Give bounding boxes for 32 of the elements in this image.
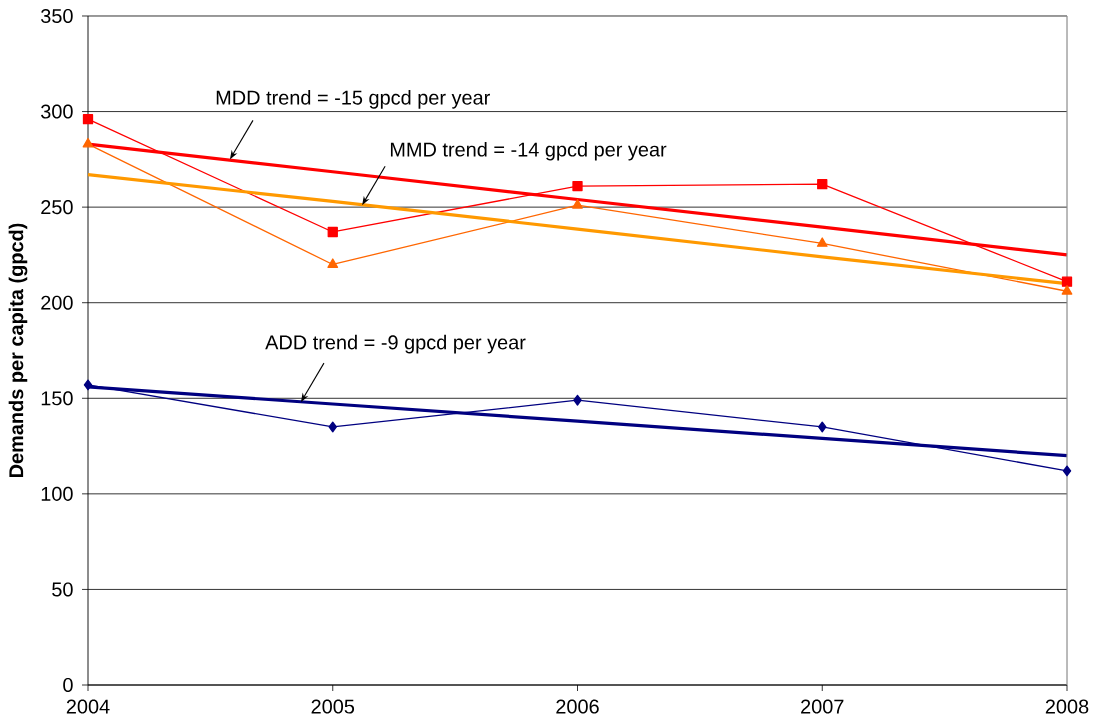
- y-tick-label: 0: [63, 677, 73, 693]
- y-tick-label: 200: [41, 295, 73, 310]
- y-tick-label: 100: [41, 486, 73, 501]
- y-tick-label: 150: [41, 391, 73, 406]
- y-tick-label: 50: [52, 582, 73, 597]
- y-axis-title: Demands per capita (gpcd): [8, 223, 28, 478]
- point: [328, 421, 337, 433]
- x-tick-label: 2007: [801, 699, 844, 714]
- x-tick-label: 2006: [556, 699, 599, 714]
- annotation: MDD trend = -15 gpcd per year: [216, 90, 490, 109]
- x-tick-label: 2005: [311, 699, 355, 714]
- x-tick-label: 2004: [66, 699, 110, 714]
- y-tick-label: 250: [41, 200, 73, 215]
- point: [572, 180, 583, 192]
- point: [1062, 465, 1072, 477]
- x-tick-label: 2008: [1045, 699, 1089, 714]
- point: [1061, 285, 1073, 295]
- point: [1061, 276, 1073, 287]
- point: [818, 421, 827, 433]
- annotation: ADD trend = -9 gpcd per year: [265, 334, 526, 354]
- point: [82, 114, 94, 125]
- point: [327, 226, 338, 238]
- point: [817, 179, 828, 190]
- point: [83, 379, 93, 391]
- point: [573, 394, 582, 406]
- point: [572, 199, 583, 209]
- y-tick-label: 350: [41, 8, 73, 24]
- annotation: MMD trend = -14 gpcd per year: [390, 141, 667, 161]
- point: [82, 137, 94, 148]
- y-tick-label: 300: [41, 104, 73, 119]
- point: [327, 258, 339, 268]
- point: [816, 237, 828, 247]
